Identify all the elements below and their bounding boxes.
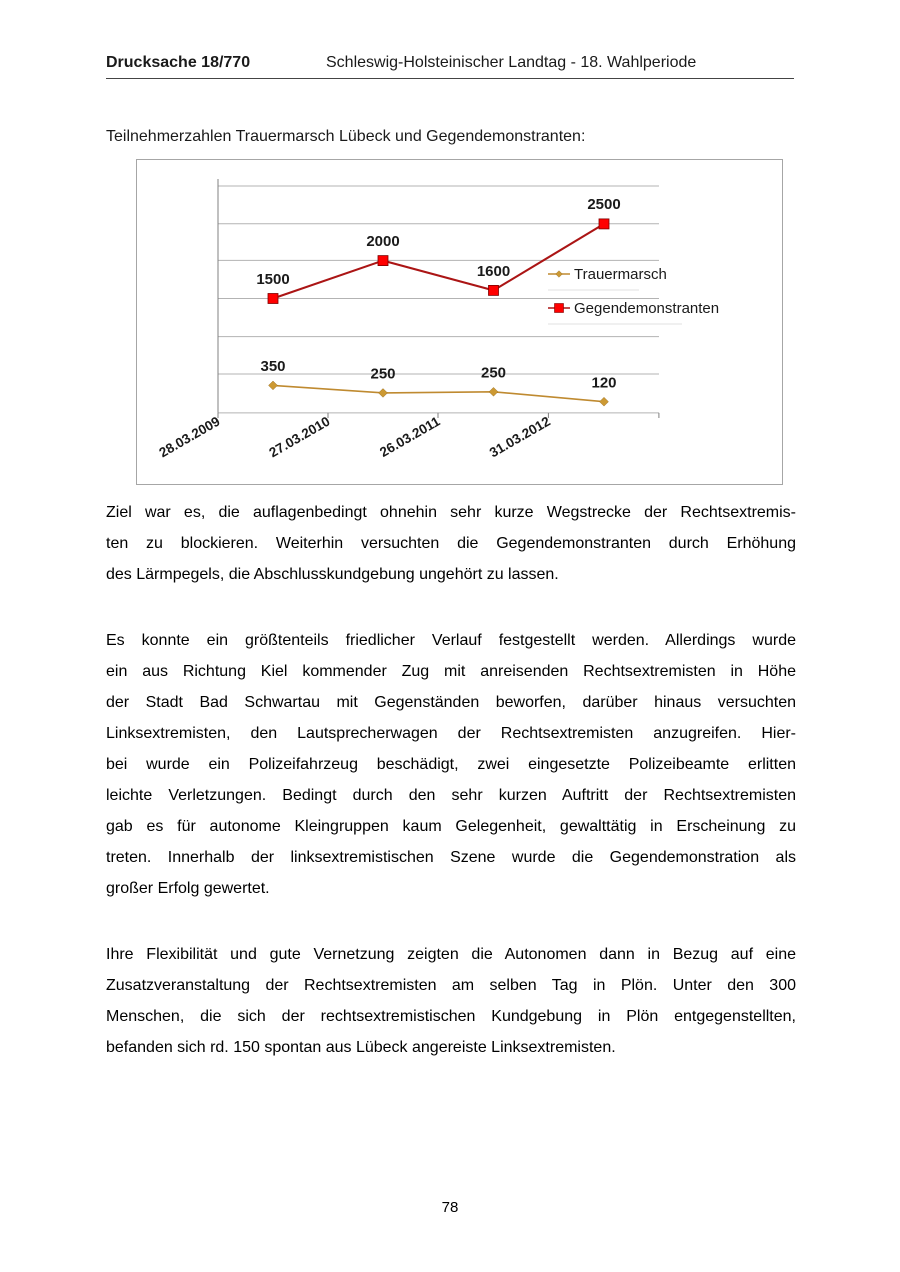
svg-text:1500: 1500 (256, 271, 289, 288)
svg-text:26.03.2011: 26.03.2011 (377, 413, 443, 460)
svg-text:Gegendemonstranten: Gegendemonstranten (574, 300, 719, 317)
svg-text:2000: 2000 (366, 233, 399, 250)
svg-text:250: 250 (370, 366, 395, 383)
svg-text:250: 250 (481, 364, 506, 381)
svg-text:1600: 1600 (477, 263, 510, 280)
svg-text:28.03.2009: 28.03.2009 (156, 414, 222, 461)
svg-text:27.03.2010: 27.03.2010 (266, 414, 332, 461)
svg-text:31.03.2012: 31.03.2012 (487, 414, 553, 461)
svg-text:Trauermarsch: Trauermarsch (574, 266, 667, 283)
svg-text:2500: 2500 (587, 196, 620, 213)
svg-text:350: 350 (260, 358, 285, 375)
svg-text:120: 120 (591, 374, 616, 391)
